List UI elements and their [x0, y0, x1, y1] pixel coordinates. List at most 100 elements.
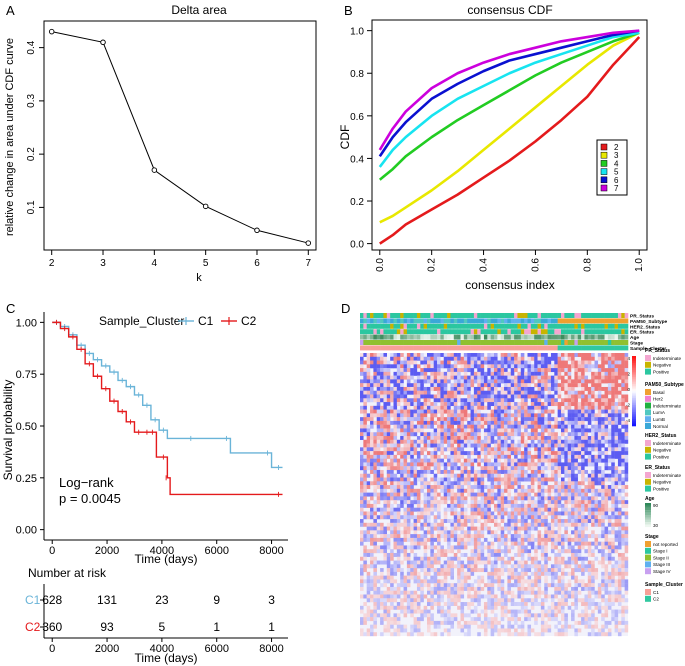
heatmap-cell [463, 519, 468, 523]
heatmap-cell [416, 375, 421, 380]
annotation-cell [577, 345, 582, 351]
annotation-cell [554, 318, 558, 324]
heatmap-cell [614, 360, 619, 365]
heatmap-cell [440, 405, 444, 410]
heatmap-cell [413, 571, 418, 576]
heatmap-cell [607, 402, 612, 407]
heatmap-cell [611, 379, 615, 384]
annotation-cell [554, 329, 558, 335]
annotation-cell [450, 323, 455, 329]
heatmap-cell [584, 537, 588, 542]
delta-x-tick-label: 3 [100, 258, 106, 269]
heatmap-cell [601, 473, 605, 478]
annotation-cell [621, 329, 625, 335]
heatmap-cell [427, 368, 431, 373]
heatmap-cell [453, 386, 458, 391]
annotation-cell [500, 329, 505, 335]
heatmap-cell [577, 481, 582, 486]
heatmap-cell [443, 375, 448, 380]
heatmap-cell [447, 556, 451, 561]
heatmap-cell [504, 360, 508, 365]
heatmap-cell [611, 458, 615, 463]
heatmap-cell [574, 379, 578, 384]
heatmap-cell [617, 353, 622, 357]
annotation-cell [366, 329, 371, 335]
heatmap-cell [537, 375, 542, 380]
heatmap-cell [473, 458, 478, 463]
heatmap-cell [390, 477, 394, 482]
annotation-cell [463, 313, 468, 318]
heatmap-cell [386, 590, 391, 595]
heatmap-cell [594, 360, 599, 365]
annotation-cell [584, 323, 589, 329]
annotation-cell [587, 313, 592, 318]
heatmap-cell [363, 503, 367, 508]
annotation-cell [363, 329, 367, 335]
heatmap-cell [366, 439, 371, 444]
heatmap-cell [370, 394, 374, 399]
annotation-cell [494, 334, 498, 340]
heatmap-cell [530, 545, 535, 550]
heatmap-cell [483, 390, 488, 395]
annotation-cell [497, 345, 501, 351]
heatmap-cell [413, 432, 418, 437]
heatmap-cell [433, 519, 438, 523]
heatmap-cell [621, 443, 625, 448]
annotation-cell [611, 313, 615, 318]
heatmap-cell [524, 420, 528, 425]
heatmap-cell [601, 522, 605, 527]
heatmap-cell [363, 481, 367, 486]
heatmap-cell [607, 541, 612, 546]
heatmap-cell [440, 579, 444, 584]
heatmap-cell [587, 541, 592, 546]
annotation-cell [534, 318, 538, 324]
heatmap-cell [463, 579, 468, 584]
heatmap-cell [504, 443, 508, 448]
heatmap-cell [577, 375, 582, 380]
heatmap-cell [617, 417, 622, 422]
heatmap-cell [561, 583, 565, 588]
heatmap-cell [534, 371, 538, 376]
heatmap-cell [584, 383, 588, 388]
heatmap-cell [534, 519, 538, 523]
heatmap-cell [480, 575, 485, 580]
heatmap-cell [396, 447, 401, 452]
heatmap-cell [624, 568, 629, 573]
annotation-cell [470, 345, 475, 351]
annotation-cell [416, 318, 421, 324]
heatmap-cell [370, 364, 374, 369]
heatmap-cell [470, 432, 475, 437]
heatmap-cell [591, 552, 595, 557]
heatmap-cell [396, 552, 401, 557]
heatmap-cell [500, 549, 505, 554]
heatmap-cell [550, 488, 555, 493]
heatmap-cell [514, 503, 518, 508]
heatmap-cell [403, 515, 408, 520]
heatmap-cell [530, 439, 535, 444]
heatmap-cell [480, 451, 485, 456]
heatmap-cell [393, 590, 398, 595]
annotation-cell [527, 329, 532, 335]
heatmap-cell [437, 549, 441, 554]
heatmap-cell [366, 364, 371, 369]
heatmap-cell [494, 447, 498, 452]
heatmap-cell [400, 379, 404, 384]
heatmap-cell [554, 545, 558, 550]
heatmap-cell [534, 375, 538, 380]
heatmap-cell [577, 353, 582, 357]
heatmap-cell [360, 537, 364, 542]
heatmap-cell [530, 379, 535, 384]
heatmap-cell [561, 511, 565, 516]
heatmap-cell [453, 462, 458, 467]
heatmap-cell [544, 379, 548, 384]
annotation-cell [594, 329, 599, 335]
heatmap-cell [416, 575, 421, 580]
heatmap-cell [581, 583, 585, 588]
heatmap-cell [370, 436, 374, 440]
heatmap-cell [376, 586, 381, 591]
heatmap-cell [510, 447, 515, 452]
heatmap-cell [430, 436, 434, 440]
heatmap-cell [416, 492, 421, 497]
annotation-cell [370, 334, 374, 340]
heatmap-cell [581, 428, 585, 433]
